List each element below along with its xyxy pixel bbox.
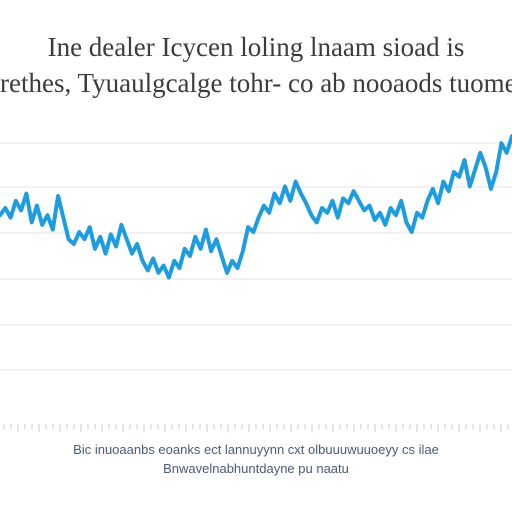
series-line — [0, 134, 512, 280]
x-axis-ticks — [3, 424, 509, 432]
chart-title-line-1: Ine dealer Icycen loling lnaam sioad is — [47, 32, 465, 62]
series-group — [0, 134, 512, 280]
caption-line-1: Bic inuoaanbs eoanks ect lannuyynn cxt o… — [73, 442, 439, 457]
caption-line-2: Bnwavelnabhuntdayne pu naatu — [163, 461, 349, 476]
gridlines — [0, 142, 512, 371]
chart-title-line-2: rethes, Tyuaulgcalge tohr- co ab nooaods… — [0, 68, 512, 98]
